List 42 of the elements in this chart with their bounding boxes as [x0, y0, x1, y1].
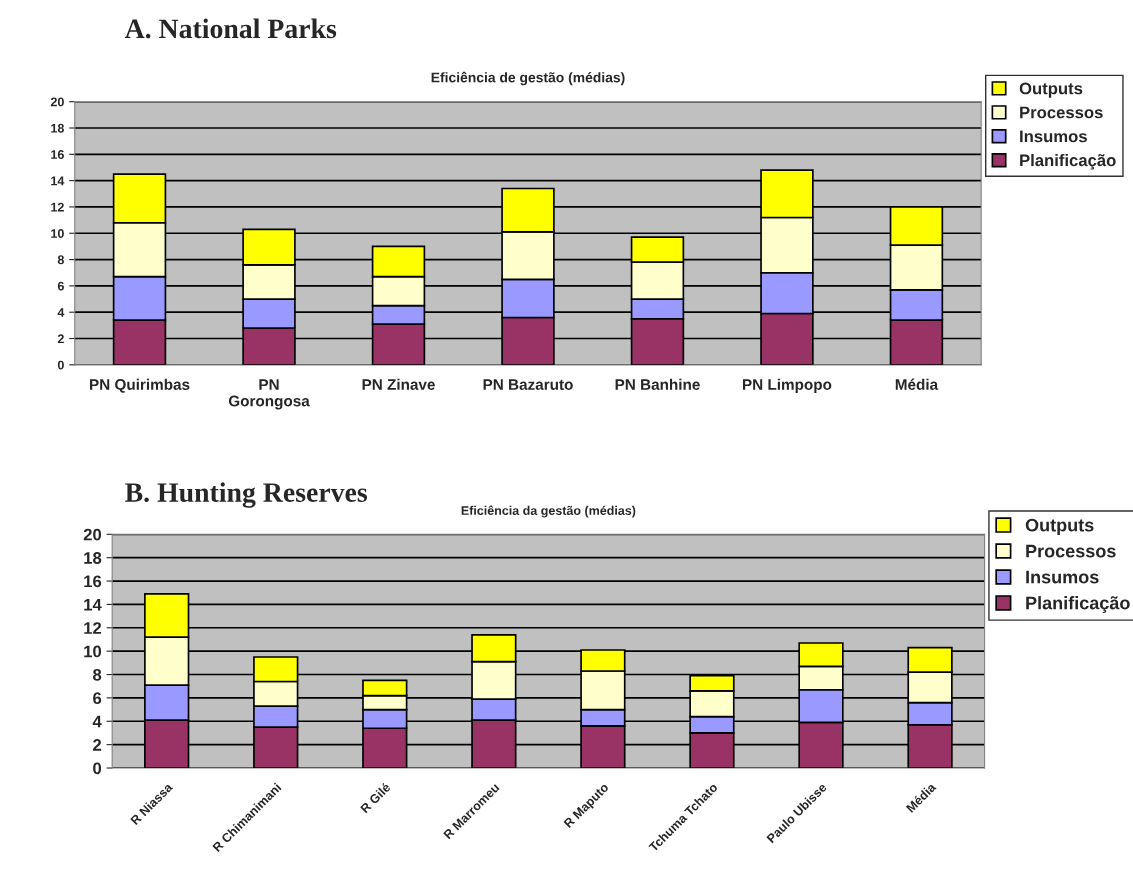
chart-title: B. Hunting Reserves: [125, 482, 368, 508]
x-tick-label: PN Gorongosa: [228, 379, 310, 410]
y-tick-label: 0: [57, 360, 64, 370]
x-tick-label: PN Bazaruto: [483, 379, 573, 390]
y-tick-label: 10: [51, 229, 64, 238]
y-tick-label: 0: [93, 762, 102, 775]
y-tick-label: 14: [84, 598, 102, 611]
legend-label: Processos: [1020, 106, 1103, 119]
y-tick-label: 10: [84, 645, 102, 658]
chart-subtitle: Eficiência da gestão (médias): [461, 505, 636, 518]
y-tick-label: 2: [93, 739, 102, 751]
y-tick-label: 12: [84, 622, 102, 634]
x-tick-label: PN Banhine: [615, 378, 700, 390]
legend-label: Processos: [1026, 544, 1116, 558]
x-tick-label: PN Zinave: [362, 378, 435, 390]
legend-label: Planificação: [1020, 154, 1116, 170]
y-tick-label: 18: [51, 123, 64, 133]
y-tick-label: 4: [92, 715, 102, 728]
y-tick-label: 8: [93, 668, 102, 681]
y-tick-label: 8: [57, 255, 64, 265]
y-tick-label: 2: [57, 334, 64, 344]
legend-label: Planificação: [1026, 596, 1130, 613]
x-tick-label: PN Quirimbas: [90, 378, 190, 393]
y-tick-label: 16: [51, 150, 64, 159]
chart-title: A. National Parks: [124, 18, 337, 39]
chart-subtitle: Eficiência de gestão (médias): [431, 71, 625, 86]
y-tick-label: 20: [50, 97, 64, 107]
y-tick-label: 18: [84, 552, 102, 564]
y-tick-label: 20: [83, 528, 102, 541]
x-tick-label: Média: [895, 378, 939, 390]
legend-label: Outputs: [1019, 82, 1083, 98]
legend-label: Insumos: [1026, 570, 1099, 584]
y-tick-label: 4: [57, 308, 65, 317]
legend-label: Outputs: [1025, 518, 1094, 536]
y-tick-label: 6: [93, 692, 102, 705]
y-tick-label: 16: [84, 575, 102, 588]
x-tick-label: PN Limpopo: [742, 378, 832, 393]
y-tick-label: 14: [51, 176, 65, 186]
y-tick-label: 12: [51, 202, 64, 212]
y-tick-label: 6: [57, 281, 64, 291]
legend-label: Insumos: [1020, 130, 1087, 143]
x-tick-label: R Gilé: [359, 782, 391, 814]
